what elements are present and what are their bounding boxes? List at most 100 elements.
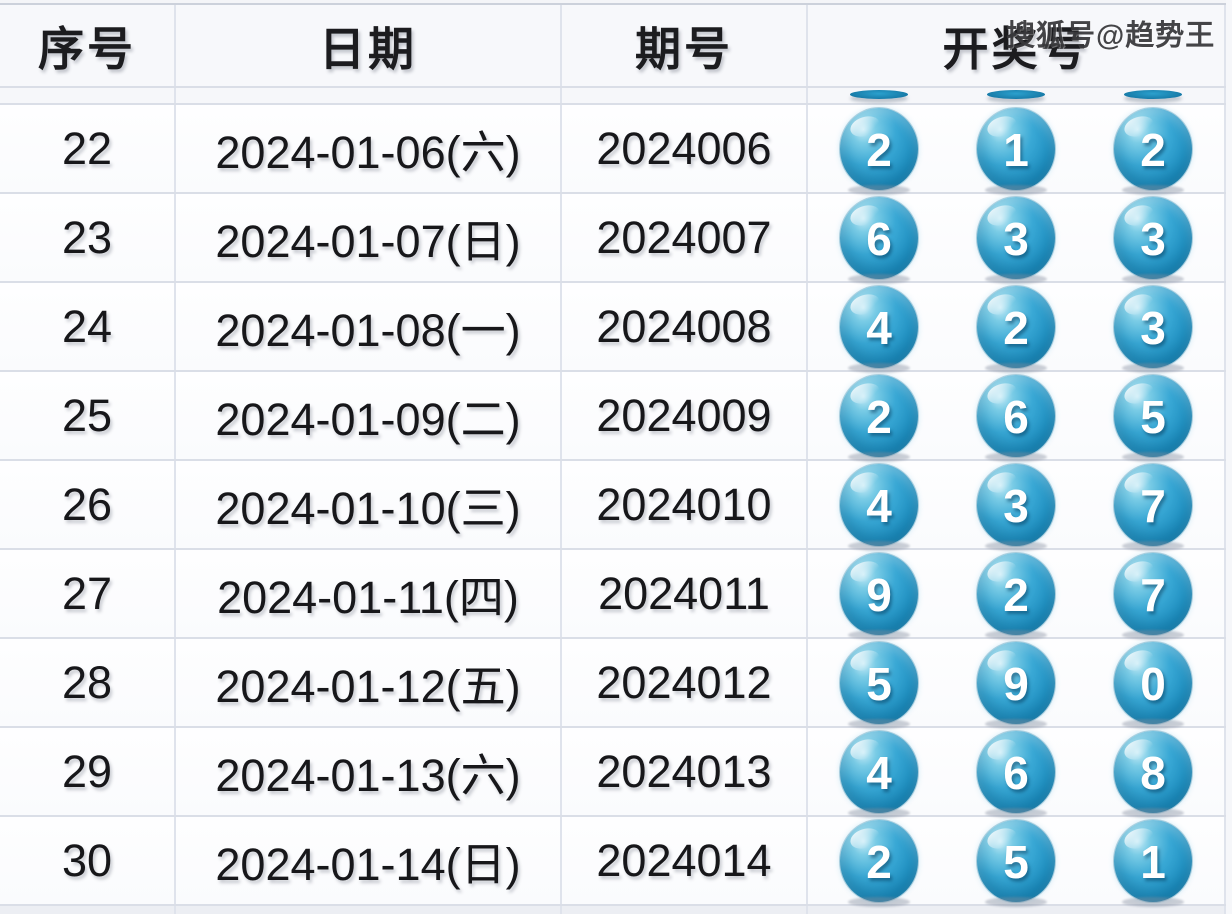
ball-number: 6 — [1003, 746, 1029, 799]
lottery-ball: 4 — [840, 730, 918, 813]
lottery-ball: 5 — [977, 819, 1055, 902]
ball-number: 5 — [1003, 835, 1029, 888]
ball-number: 1 — [1140, 835, 1166, 888]
table-row: 25 2024-01-09(二) 2024009 2 6 5 — [0, 372, 1232, 461]
table-row: 28 2024-01-12(五) 2024012 5 9 0 — [0, 639, 1232, 728]
cropped-ball-icon — [987, 90, 1045, 99]
date-cell: 2024-01-11(四) — [176, 550, 562, 637]
lottery-ball: 2 — [1114, 107, 1192, 190]
period-cell: 2024011 — [562, 550, 808, 637]
ball-number: 2 — [1003, 301, 1029, 354]
date-cell: 2024-01-08(一) — [176, 283, 562, 370]
table-row: 23 2024-01-07(日) 2024007 6 3 3 — [0, 194, 1232, 283]
lottery-ball: 2 — [840, 819, 918, 902]
period-cell: 2024008 — [562, 283, 808, 370]
seq-cell: 25 — [0, 372, 176, 459]
period-cell: 2024006 — [562, 105, 808, 192]
lottery-ball: 6 — [977, 374, 1055, 457]
lottery-ball: 2 — [840, 374, 918, 457]
period-cell: 2024009 — [562, 372, 808, 459]
header-cell-period: 期号 — [562, 5, 808, 86]
lottery-ball: 3 — [977, 463, 1055, 546]
date-cell: 2024-01-09(二) — [176, 372, 562, 459]
balls-cell: 4 6 8 — [808, 728, 1226, 815]
period-cell: 2024013 — [562, 728, 808, 815]
cropped-row-top — [0, 88, 1232, 105]
table-row: 2 7 2024-01-11(四) 2024011 9 2 7 — [0, 550, 1232, 639]
header-cell-seq: 序号 — [0, 5, 176, 86]
table-header-row: 序号 日期 期号 开奖号 — [0, 5, 1232, 88]
header-label-date: 日期 — [319, 22, 417, 75]
seq-cell: 30 — [0, 817, 176, 904]
date-cell: 2024-01-07(日) — [176, 194, 562, 281]
period-cell: 2024014 — [562, 817, 808, 904]
seq-cell: 28 — [0, 639, 176, 726]
results-table: 序号 日期 期号 开奖号 22 2024-01-06(六) 2024006 2 … — [0, 3, 1232, 914]
date-cell: 2024-01-10(三) — [176, 461, 562, 548]
lottery-ball: 7 — [1114, 552, 1192, 635]
ball-number: 6 — [866, 212, 892, 265]
balls-cell: 2 1 2 — [808, 105, 1226, 192]
header-cell-date: 日期 — [176, 5, 562, 86]
ball-number: 7 — [1140, 479, 1166, 532]
ball-number: 3 — [1140, 212, 1166, 265]
lottery-ball: 6 — [977, 730, 1055, 813]
lottery-ball: 5 — [1114, 374, 1192, 457]
header-cell-draw: 开奖号 — [808, 5, 1226, 86]
lottery-ball: 4 — [840, 463, 918, 546]
lottery-ball: 7 — [1114, 463, 1192, 546]
table-row: 26 2024-01-10(三) 2024010 4 3 7 — [0, 461, 1232, 550]
balls-cell: 2 5 1 — [808, 817, 1226, 904]
ball-number: 7 — [1140, 568, 1166, 621]
seq-cell: 24 — [0, 283, 176, 370]
watermark: 搜狐号@趋势王 — [1006, 20, 1216, 52]
lottery-ball: 3 — [1114, 285, 1192, 368]
seq-cell: 26 — [0, 461, 176, 548]
balls-cell: 4 2 3 — [808, 283, 1226, 370]
lottery-ball: 2 — [840, 107, 918, 190]
ball-number: 3 — [1140, 301, 1166, 354]
ball-number: 3 — [1003, 212, 1029, 265]
lottery-ball: 2 — [977, 285, 1055, 368]
cropped-ball-icon — [1124, 90, 1182, 99]
table-row: 22 2024-01-06(六) 2024006 2 1 2 — [0, 105, 1232, 194]
ball-number: 9 — [866, 568, 892, 621]
lottery-ball: 3 — [977, 196, 1055, 279]
seq-cell: 22 — [0, 105, 176, 192]
lottery-ball: 6 — [840, 196, 918, 279]
balls-cell: 6 3 3 — [808, 194, 1226, 281]
lottery-ball: 9 — [840, 552, 918, 635]
ball-number: 6 — [1003, 390, 1029, 443]
header-label-period: 期号 — [635, 22, 733, 75]
lottery-ball: 3 — [1114, 196, 1192, 279]
ball-number: 2 — [866, 390, 892, 443]
balls-cell: 4 3 7 — [808, 461, 1226, 548]
ball-number: 2 — [1003, 568, 1029, 621]
ball-number: 4 — [866, 479, 892, 532]
lottery-ball: 9 — [977, 641, 1055, 724]
ball-number: 2 — [866, 123, 892, 176]
balls-cell: 5 9 0 — [808, 639, 1226, 726]
lottery-ball: 4 — [840, 285, 918, 368]
date-cell: 2024-01-06(六) — [176, 105, 562, 192]
date-cell: 2024-01-14(日) — [176, 817, 562, 904]
ball-number: 8 — [1140, 746, 1166, 799]
period-cell: 2024010 — [562, 461, 808, 548]
ball-number: 4 — [866, 301, 892, 354]
lottery-ball: 8 — [1114, 730, 1192, 813]
lottery-ball: 2 — [977, 552, 1055, 635]
ball-number: 3 — [1003, 479, 1029, 532]
cropped-ball-icon — [850, 90, 908, 99]
date-cell: 2024-01-12(五) — [176, 639, 562, 726]
ball-number: 2 — [1140, 123, 1166, 176]
ball-number: 2 — [866, 835, 892, 888]
right-margin — [1226, 0, 1232, 914]
table-row: 24 2024-01-08(一) 2024008 4 2 3 — [0, 283, 1232, 372]
balls-cell: 9 2 7 — [808, 550, 1226, 637]
date-cell: 2024-01-13(六) — [176, 728, 562, 815]
period-cell: 2024012 — [562, 639, 808, 726]
ball-number: 1 — [1003, 123, 1029, 176]
seq-cell: 23 — [0, 194, 176, 281]
ball-number: 5 — [1140, 390, 1166, 443]
ball-number: 4 — [866, 746, 892, 799]
